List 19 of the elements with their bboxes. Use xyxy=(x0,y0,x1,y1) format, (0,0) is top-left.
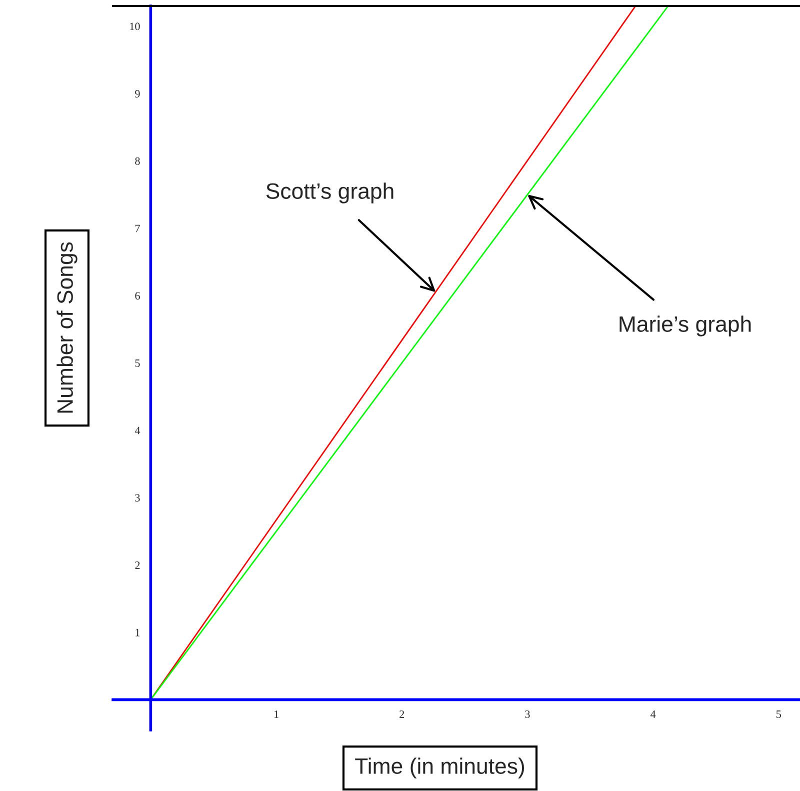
annotation: Marie’s graph xyxy=(620,316,751,336)
x-tick-label: 4 xyxy=(650,710,656,718)
y-tick-label: 8 xyxy=(135,157,140,165)
y-tick-label: 2 xyxy=(135,561,140,569)
y-tick-label: 7 xyxy=(135,224,140,232)
x-tick-label: 5 xyxy=(776,710,781,718)
x-tick-label: 2 xyxy=(400,710,404,718)
y-tick-label: 6 xyxy=(135,292,140,300)
y-tick-label: 5 xyxy=(135,360,140,367)
y-tick-label: 10 xyxy=(130,22,140,30)
x-tick-label: 3 xyxy=(525,710,530,718)
y-tick-label: 3 xyxy=(135,494,140,502)
x-tick-label: 1 xyxy=(274,710,278,718)
y-tick-label: 9 xyxy=(135,90,140,98)
y-tick-label: 1 xyxy=(136,628,140,636)
y-tick-label: 4 xyxy=(134,426,140,434)
y-axis-title: Number of Songs xyxy=(56,242,78,413)
x-axis-title: Time (in minutes) xyxy=(355,758,524,778)
annotation: Scott’s graph xyxy=(266,182,394,204)
